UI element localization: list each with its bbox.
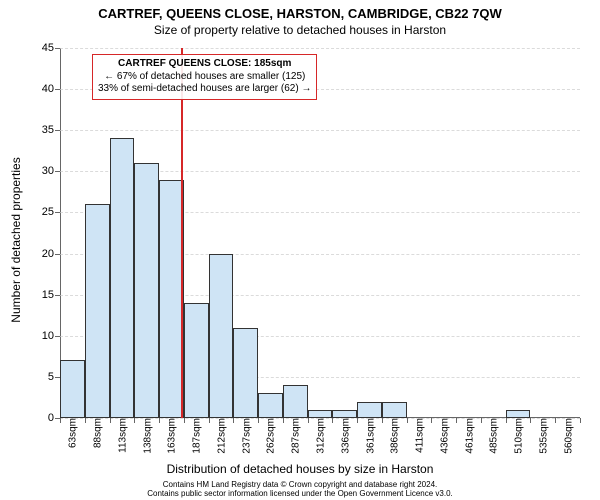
x-tick-label: 485sqm bbox=[487, 418, 500, 454]
histogram-bar bbox=[283, 385, 308, 418]
histogram-bar bbox=[332, 410, 357, 418]
x-tick-mark bbox=[283, 418, 284, 423]
y-tick-label: 30 bbox=[42, 165, 60, 177]
y-tick-label: 35 bbox=[42, 124, 60, 136]
y-axis-label: Number of detached properties bbox=[9, 157, 23, 322]
histogram-bar bbox=[382, 402, 407, 418]
x-tick-label: 336sqm bbox=[338, 418, 351, 454]
histogram-bar bbox=[85, 204, 110, 418]
y-tick-label: 25 bbox=[42, 206, 60, 218]
x-tick-mark bbox=[481, 418, 482, 423]
gridline bbox=[60, 130, 580, 131]
footer-line-1: Contains HM Land Registry data © Crown c… bbox=[0, 480, 600, 489]
x-tick-label: 386sqm bbox=[388, 418, 401, 454]
x-tick-mark bbox=[431, 418, 432, 423]
gridline bbox=[60, 48, 580, 49]
x-tick-mark bbox=[60, 418, 61, 423]
histogram-bar bbox=[110, 138, 135, 418]
annotation-larger: 33% of semi-detached houses are larger (… bbox=[98, 83, 311, 96]
x-tick-mark bbox=[555, 418, 556, 423]
y-tick-label: 45 bbox=[42, 42, 60, 54]
x-tick-mark bbox=[209, 418, 210, 423]
x-tick-mark bbox=[233, 418, 234, 423]
y-tick-label: 40 bbox=[42, 83, 60, 95]
y-tick-label: 0 bbox=[48, 412, 60, 424]
histogram-bar bbox=[258, 393, 283, 418]
x-tick-label: 88sqm bbox=[91, 418, 104, 448]
footer-attribution: Contains HM Land Registry data © Crown c… bbox=[0, 480, 600, 498]
x-tick-label: 63sqm bbox=[66, 418, 79, 448]
x-tick-mark bbox=[456, 418, 457, 423]
x-tick-label: 237sqm bbox=[239, 418, 252, 454]
chart-container: CARTREF, QUEENS CLOSE, HARSTON, CAMBRIDG… bbox=[0, 0, 600, 500]
histogram-bar bbox=[209, 254, 234, 418]
annotation-box: CARTREF QUEENS CLOSE: 185sqm← 67% of det… bbox=[92, 54, 317, 100]
annotation-smaller: ← 67% of detached houses are smaller (12… bbox=[98, 71, 311, 84]
x-tick-mark bbox=[357, 418, 358, 423]
x-tick-mark bbox=[580, 418, 581, 423]
plot-area: 05101520253035404563sqm88sqm113sqm138sqm… bbox=[60, 48, 580, 418]
histogram-bar bbox=[506, 410, 531, 418]
histogram-bar bbox=[134, 163, 159, 418]
x-tick-label: 411sqm bbox=[413, 418, 426, 453]
x-tick-label: 138sqm bbox=[140, 418, 153, 454]
x-tick-mark bbox=[85, 418, 86, 423]
x-tick-mark bbox=[407, 418, 408, 423]
x-tick-label: 461sqm bbox=[462, 418, 475, 454]
x-tick-label: 312sqm bbox=[314, 418, 327, 454]
x-tick-label: 560sqm bbox=[561, 418, 574, 454]
histogram-bar bbox=[60, 360, 85, 418]
x-tick-label: 262sqm bbox=[264, 418, 277, 454]
annotation-title: CARTREF QUEENS CLOSE: 185sqm bbox=[98, 58, 311, 71]
x-tick-label: 163sqm bbox=[165, 418, 178, 454]
y-tick-label: 20 bbox=[42, 248, 60, 260]
x-tick-mark bbox=[530, 418, 531, 423]
footer-line-2: Contains public sector information licen… bbox=[0, 489, 600, 498]
x-tick-label: 187sqm bbox=[190, 418, 203, 454]
histogram-bar bbox=[233, 328, 258, 418]
x-tick-label: 361sqm bbox=[363, 418, 376, 454]
chart-title-main: CARTREF, QUEENS CLOSE, HARSTON, CAMBRIDG… bbox=[0, 0, 600, 21]
x-tick-label: 113sqm bbox=[115, 418, 128, 453]
x-tick-mark bbox=[159, 418, 160, 423]
x-tick-label: 212sqm bbox=[214, 418, 227, 454]
x-tick-label: 510sqm bbox=[512, 418, 525, 454]
x-axis-label: Distribution of detached houses by size … bbox=[0, 462, 600, 476]
x-tick-mark bbox=[382, 418, 383, 423]
y-tick-label: 5 bbox=[48, 371, 60, 383]
histogram-bar bbox=[308, 410, 333, 418]
x-tick-mark bbox=[110, 418, 111, 423]
histogram-bar bbox=[357, 402, 382, 418]
reference-line bbox=[181, 48, 183, 418]
x-tick-mark bbox=[134, 418, 135, 423]
x-tick-mark bbox=[258, 418, 259, 423]
x-tick-label: 287sqm bbox=[289, 418, 302, 454]
y-tick-label: 15 bbox=[42, 289, 60, 301]
chart-title-sub: Size of property relative to detached ho… bbox=[0, 21, 600, 37]
x-tick-mark bbox=[506, 418, 507, 423]
x-tick-label: 535sqm bbox=[536, 418, 549, 454]
x-tick-label: 436sqm bbox=[437, 418, 450, 454]
x-tick-mark bbox=[308, 418, 309, 423]
histogram-bar bbox=[159, 180, 184, 418]
histogram-bar bbox=[184, 303, 209, 418]
x-tick-mark bbox=[332, 418, 333, 423]
x-tick-mark bbox=[184, 418, 185, 423]
y-tick-label: 10 bbox=[42, 330, 60, 342]
